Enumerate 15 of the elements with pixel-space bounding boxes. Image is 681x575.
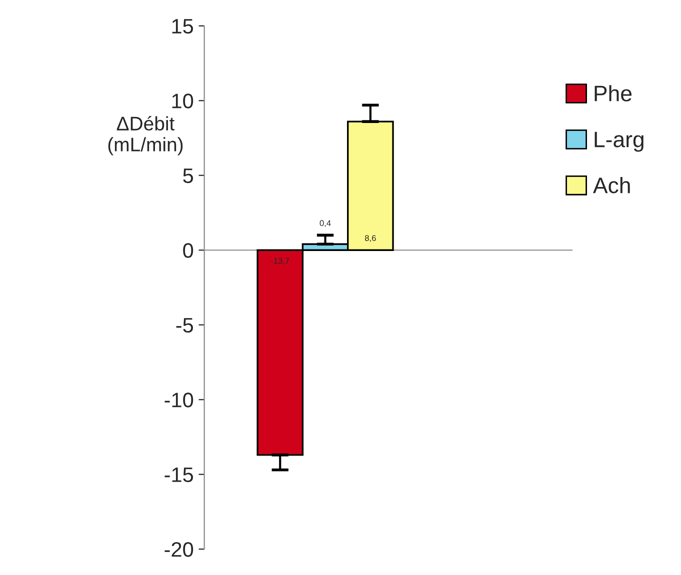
- y-tick-label: -20: [164, 542, 194, 557]
- legend-label: Phe: [594, 85, 632, 102]
- y-tick-label: -5: [176, 318, 194, 333]
- legend-label: L-arg: [594, 132, 644, 152]
- y-tick-label: -15: [164, 468, 194, 482]
- data-label: 0,4: [320, 220, 331, 228]
- y-tick-label: 5: [183, 168, 194, 184]
- legend-label: Ach: [593, 176, 630, 194]
- y-axis-title: ΔDébit (mL/min): [108, 116, 183, 156]
- y-tick-label: 0: [183, 243, 194, 258]
- y-tick-label: 10: [172, 94, 194, 108]
- data-label: -13,7: [270, 258, 290, 265]
- y-tick-label: 15: [172, 19, 194, 34]
- data-label: 8,6: [365, 235, 376, 242]
- y-tick-label: -10: [164, 392, 194, 408]
